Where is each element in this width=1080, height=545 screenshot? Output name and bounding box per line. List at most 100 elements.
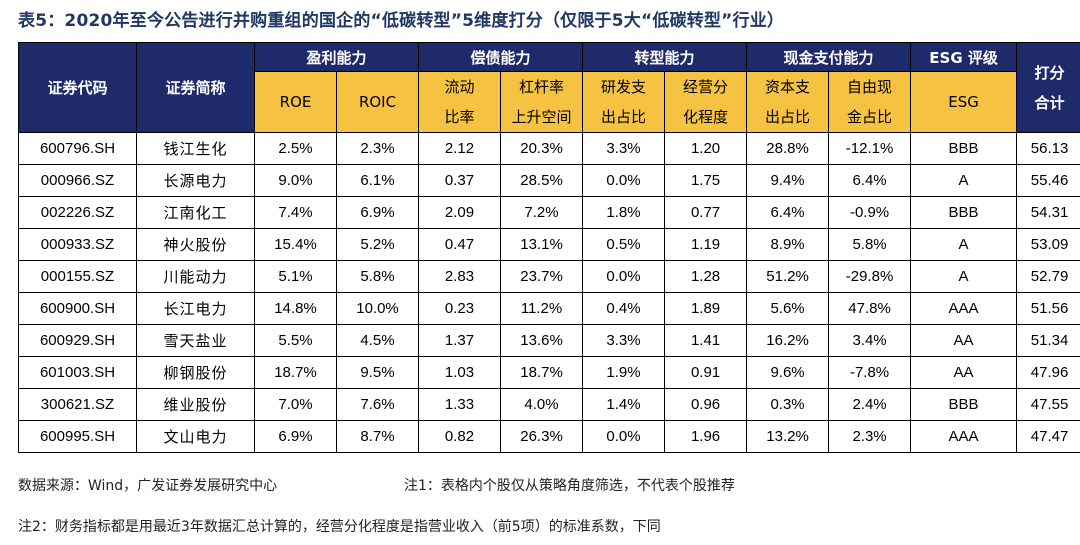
subheader-roe: ROE — [254, 71, 337, 133]
table-cell: 0.0% — [582, 260, 666, 293]
table-cell: 15.4% — [254, 228, 337, 261]
table-cell: 1.41 — [664, 324, 748, 357]
table-cell: 9.4% — [746, 164, 830, 197]
table-cell: AAA — [910, 420, 1018, 453]
header-total: 打分 合计 — [1016, 42, 1080, 133]
cell-name: 长江电力 — [136, 292, 255, 325]
subheader-rd: 研发支 出占比 — [582, 71, 666, 133]
table-cell: 18.7% — [500, 356, 584, 389]
table-cell: 5.8% — [335, 260, 420, 293]
table-cell: AA — [910, 356, 1018, 389]
subheader-leverage: 杠杆率 上升空间 — [500, 71, 584, 133]
cell-code: 600796.SH — [18, 132, 137, 165]
table-cell: 2.83 — [418, 260, 502, 293]
table-cell: -0.9% — [828, 196, 912, 229]
cell-name: 神火股份 — [136, 228, 255, 261]
subheader-esg: ESG — [910, 71, 1018, 133]
table-cell: 2.3% — [335, 132, 420, 165]
table-cell: 8.7% — [335, 420, 420, 453]
table-cell: 0.3% — [746, 388, 830, 421]
cell-name: 维业股份 — [136, 388, 255, 421]
cell-code: 600900.SH — [18, 292, 137, 325]
table-cell: 1.9% — [582, 356, 666, 389]
table-cell: 0.5% — [582, 228, 666, 261]
table-cell: 6.9% — [335, 196, 420, 229]
table-cell: 14.8% — [254, 292, 337, 325]
cell-code: 000933.SZ — [18, 228, 137, 261]
table-cell: 2.12 — [418, 132, 502, 165]
table-cell: 11.2% — [500, 292, 584, 325]
table-cell: 9.6% — [746, 356, 830, 389]
table-cell: 54.31 — [1016, 196, 1080, 229]
table-cell: 0.0% — [582, 164, 666, 197]
table-cell: 16.2% — [746, 324, 830, 357]
table-cell: 3.4% — [828, 324, 912, 357]
subheader-fcf: 自由现 金占比 — [828, 71, 912, 133]
cell-code: 600929.SH — [18, 324, 137, 357]
table-cell: 2.09 — [418, 196, 502, 229]
table-row: 000155.SZ 川能动力 5.1% 5.8% 2.83 23.7% 0.0% 1.28 51… — [18, 260, 1080, 293]
table-cell: 4.5% — [335, 324, 420, 357]
table-row: 300621.SZ 维业股份 7.0% 7.6% 1.33 4.0% 1.4% 0.96 0.3… — [18, 388, 1080, 421]
cell-code: 300621.SZ — [18, 388, 137, 421]
table-cell: 0.82 — [418, 420, 502, 453]
table-cell: -7.8% — [828, 356, 912, 389]
header-total-line1: 打分 — [1034, 63, 1065, 82]
table-row: 601003.SH 柳钢股份 18.7% 9.5% 1.03 18.7% 1.9% 0.91 9… — [18, 356, 1080, 389]
subheader-capex: 资本支 出占比 — [746, 71, 830, 133]
cell-name: 雪天盐业 — [136, 324, 255, 357]
table-cell: 0.47 — [418, 228, 502, 261]
table-cell: BBB — [910, 132, 1018, 165]
table-cell: 47.8% — [828, 292, 912, 325]
table-cell: 4.0% — [500, 388, 584, 421]
table-row: 600995.SH 文山电力 6.9% 8.7% 0.82 26.3% 0.0% 1.96 13… — [18, 420, 1080, 453]
header-group-transition: 转型能力 — [582, 42, 748, 72]
table-cell: 47.47 — [1016, 420, 1080, 453]
table-cell: 47.96 — [1016, 356, 1080, 389]
table-cell: 6.4% — [746, 196, 830, 229]
table-cell: 6.1% — [335, 164, 420, 197]
cell-name: 江南化工 — [136, 196, 255, 229]
table-cell: 47.55 — [1016, 388, 1080, 421]
cell-name: 柳钢股份 — [136, 356, 255, 389]
cell-code: 002226.SZ — [18, 196, 137, 229]
table-cell: 13.1% — [500, 228, 584, 261]
table-cell: 0.4% — [582, 292, 666, 325]
cell-code: 000155.SZ — [18, 260, 137, 293]
table-cell: 5.6% — [746, 292, 830, 325]
table-cell: 53.09 — [1016, 228, 1080, 261]
table-row: 600900.SH 长江电力 14.8% 10.0% 0.23 11.2% 0.4% 1.89… — [18, 292, 1080, 325]
table-cell: 1.37 — [418, 324, 502, 357]
table-cell: 1.19 — [664, 228, 748, 261]
table-cell: 6.9% — [254, 420, 337, 453]
table-cell: 5.5% — [254, 324, 337, 357]
table-cell: AA — [910, 324, 1018, 357]
score-table: 证券代码 证券简称 盈利能力 偿债能力 转型能力 现金支付能力 ESG 评级 打… — [18, 42, 1080, 453]
table-row: 000966.SZ 长源电力 9.0% 6.1% 0.37 28.5% 0.0% 1.75 9.… — [18, 164, 1080, 197]
table-cell: 7.0% — [254, 388, 337, 421]
cell-code: 601003.SH — [18, 356, 137, 389]
table-cell: 1.28 — [664, 260, 748, 293]
note-2: 注2：财务指标都是用最近3年数据汇总计算的，经营分化程度是指营业收入（前5项）的… — [18, 519, 661, 535]
table-cell: 0.23 — [418, 292, 502, 325]
table-cell: 18.7% — [254, 356, 337, 389]
table-cell: 1.8% — [582, 196, 666, 229]
source-note: 数据来源：Wind，广发证券发展研究中心 — [18, 478, 278, 494]
table-cell: 20.3% — [500, 132, 584, 165]
table-cell: 51.34 — [1016, 324, 1080, 357]
table-cell: 2.3% — [828, 420, 912, 453]
header-name: 证券简称 — [136, 42, 255, 133]
cell-code: 000966.SZ — [18, 164, 137, 197]
table-cell: BBB — [910, 388, 1018, 421]
cell-name: 文山电力 — [136, 420, 255, 453]
table-row: 600929.SH 雪天盐业 5.5% 4.5% 1.37 13.6% 3.3% 1.41 16… — [18, 324, 1080, 357]
table-cell: 0.77 — [664, 196, 748, 229]
cell-name: 长源电力 — [136, 164, 255, 197]
cell-name: 钱江生化 — [136, 132, 255, 165]
table-cell: AAA — [910, 292, 1018, 325]
header-group-profit: 盈利能力 — [253, 42, 420, 72]
table-title: 表5：2020年至今公告进行并购重组的国企的“低碳转型”5维度打分（仅限于5大“… — [18, 11, 785, 31]
table-cell: 1.03 — [418, 356, 502, 389]
table-row: 000933.SZ 神火股份 15.4% 5.2% 0.47 13.1% 0.5% 1.19 8… — [18, 228, 1080, 261]
table-cell: A — [910, 164, 1018, 197]
